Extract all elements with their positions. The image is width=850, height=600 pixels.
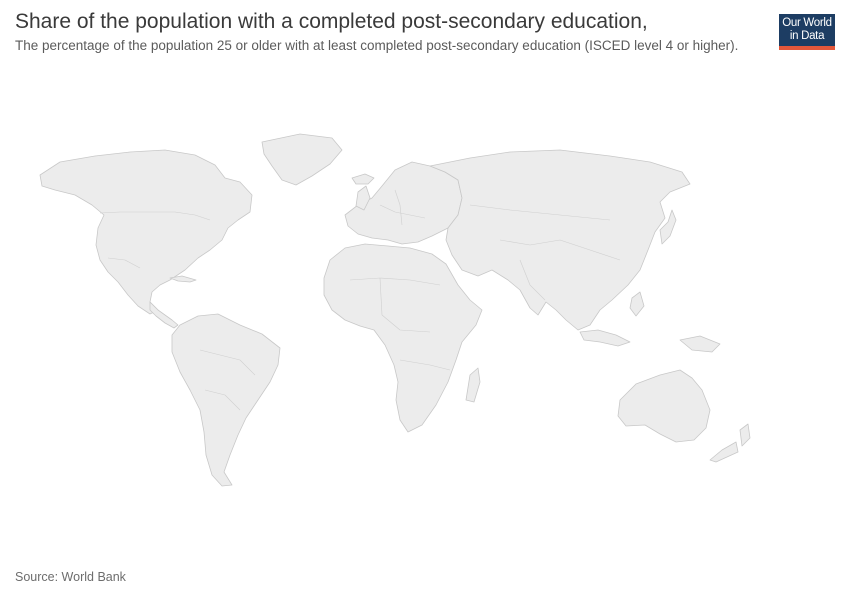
region-new-guinea[interactable]	[679, 335, 721, 353]
owid-logo[interactable]: Our World in Data	[779, 14, 835, 50]
border-canada-us	[99, 211, 211, 221]
world-map[interactable]	[0, 120, 850, 500]
border-asia-3	[519, 259, 546, 301]
border-sa-1	[199, 349, 256, 376]
region-indonesia[interactable]	[579, 329, 631, 347]
region-iceland[interactable]	[351, 173, 375, 185]
region-philippines[interactable]	[629, 291, 645, 317]
border-europe-2	[394, 189, 403, 226]
border-asia-1	[469, 204, 611, 221]
border-africa-1	[349, 277, 441, 286]
logo-line-2: in Data	[789, 30, 825, 42]
region-caribbean[interactable]	[169, 275, 197, 283]
border-europe-1	[379, 204, 426, 219]
border-africa-3	[399, 359, 451, 371]
region-greenland[interactable]	[261, 133, 343, 186]
border-africa-2	[379, 277, 431, 333]
region-uk[interactable]	[355, 185, 371, 211]
logo-line-1: Our World	[782, 17, 832, 29]
logo-accent-bar	[779, 46, 835, 50]
region-africa[interactable]	[323, 243, 483, 433]
region-north-america[interactable]	[39, 149, 253, 315]
chart-subtitle: The percentage of the population 25 or o…	[15, 38, 739, 53]
source-note: Source: World Bank	[15, 570, 126, 584]
region-madagascar[interactable]	[465, 367, 481, 403]
chart-title: Share of the population with a completed…	[15, 10, 648, 33]
region-australia[interactable]	[617, 369, 711, 443]
region-south-america[interactable]	[171, 313, 281, 487]
region-new-zealand[interactable]	[739, 423, 751, 447]
region-central-america[interactable]	[149, 301, 179, 329]
region-japan[interactable]	[659, 209, 677, 245]
border-sa-2	[204, 389, 241, 411]
border-us-mexico	[107, 257, 141, 269]
region-new-zealand-south[interactable]	[709, 441, 739, 463]
border-asia-2	[499, 239, 621, 261]
